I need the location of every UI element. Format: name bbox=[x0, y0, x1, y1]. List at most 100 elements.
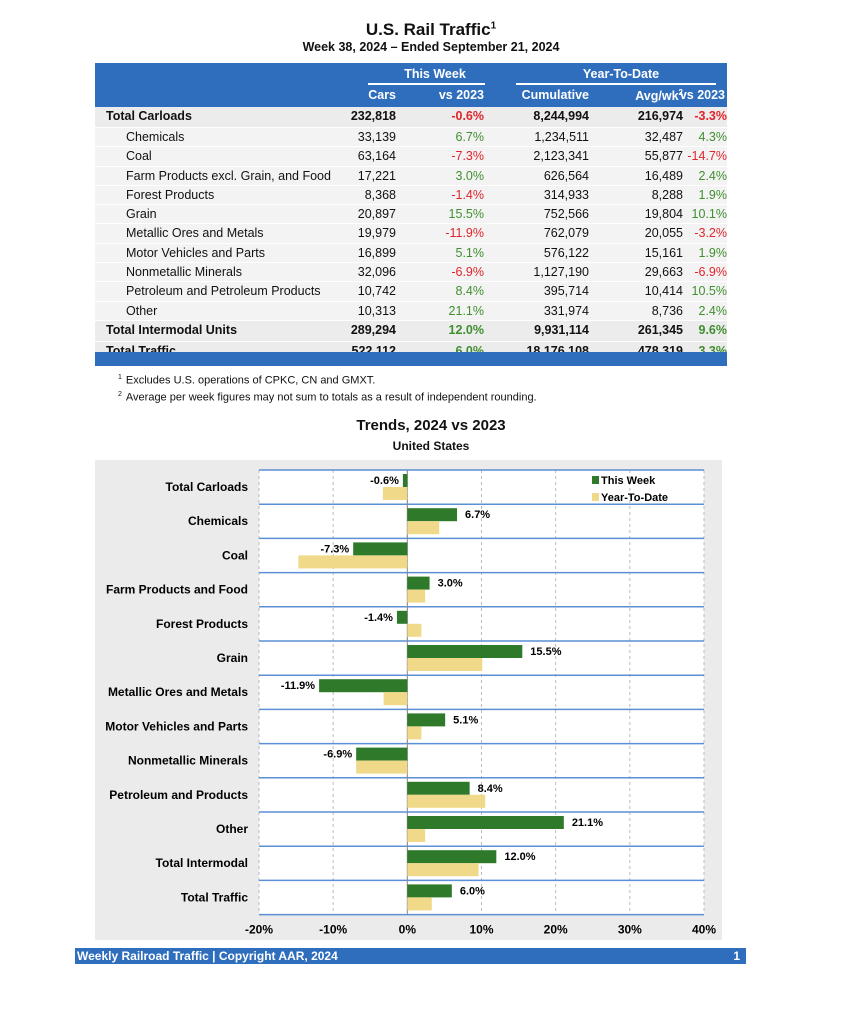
avg-footnote-mark: 2 bbox=[678, 88, 683, 97]
cell-cumulative: 2,123,341 bbox=[533, 149, 589, 164]
category-label: Farm Products and Food bbox=[106, 583, 248, 597]
x-tick-label: 30% bbox=[618, 923, 642, 937]
legend-swatch-this-week bbox=[592, 476, 599, 484]
bar-this-week bbox=[407, 508, 458, 522]
data-label: 21.1% bbox=[572, 817, 603, 829]
cell-vs-2023: 12.0% bbox=[448, 322, 484, 337]
col-avgwk: Avg/wk2 bbox=[635, 88, 683, 103]
cell-vs-2023: 15.5% bbox=[448, 207, 484, 222]
bar-year-to-date bbox=[298, 555, 408, 569]
row-label: Coal bbox=[126, 149, 152, 164]
data-label: -6.9% bbox=[323, 749, 352, 761]
cell-cars: 10,313 bbox=[357, 303, 396, 318]
data-label: -1.4% bbox=[364, 612, 393, 624]
table-row: Coal 63,164 -7.3% 2,123,341 55,877 -14.7% bbox=[95, 147, 727, 167]
bar-year-to-date bbox=[407, 794, 486, 808]
cell-vs-2023: 9.6% bbox=[698, 322, 728, 337]
cell-cars: 16,899 bbox=[357, 245, 396, 260]
cell-cumulative: 8,244,994 bbox=[533, 109, 589, 123]
bar-year-to-date bbox=[407, 521, 440, 535]
category-label: Total Carloads bbox=[166, 480, 249, 494]
col-avgwk-text: Avg/wk bbox=[635, 89, 679, 104]
cell-vs-2023: 1.9% bbox=[698, 187, 728, 202]
bar-this-week bbox=[319, 679, 408, 693]
category-label: Total Traffic bbox=[181, 890, 248, 904]
cell-vs-2023: -11.9% bbox=[445, 226, 484, 241]
row-label: Forest Products bbox=[126, 187, 215, 202]
table-row: Farm Products excl. Grain, and Food 17,22… bbox=[95, 166, 727, 186]
bar-this-week bbox=[407, 713, 446, 727]
page-footer: Weekly Railroad Traffic | Copyright AAR,… bbox=[75, 948, 746, 964]
page-title-text: U.S. Rail Traffic bbox=[365, 20, 491, 39]
cell-avg-wk: 8,736 bbox=[651, 303, 683, 318]
cell-vs-2023: -14.7% bbox=[687, 149, 727, 164]
cell-cars: 63,164 bbox=[357, 149, 396, 164]
data-label: 15.5% bbox=[530, 646, 561, 658]
cell-cars: 232,818 bbox=[350, 109, 396, 123]
cell-cars: 289,294 bbox=[350, 322, 396, 337]
data-label: 8.4% bbox=[478, 783, 503, 795]
page-subtitle: Week 38, 2024 – Ended September 21, 2024 bbox=[302, 40, 560, 54]
col-ytd-vs2023: vs 2023 bbox=[679, 88, 725, 102]
cell-avg-wk: 32,487 bbox=[644, 130, 683, 144]
col-cars: Cars bbox=[368, 88, 396, 102]
title-footnote-mark: 1 bbox=[490, 20, 497, 32]
col-vs2023: vs 2023 bbox=[438, 88, 484, 102]
data-label: -7.3% bbox=[320, 543, 349, 555]
legend-swatch-ytd bbox=[592, 493, 599, 501]
table-row: Motor Vehicles and Parts 16,899 5.1% 576,12… bbox=[95, 243, 727, 264]
table-row: Petroleum and Petroleum Products 10,742 8.… bbox=[95, 282, 727, 302]
cell-avg-wk: 10,414 bbox=[644, 284, 683, 299]
cell-cumulative: 762,079 bbox=[543, 226, 589, 241]
cell-cars: 33,139 bbox=[357, 130, 396, 144]
row-label: Total Carloads bbox=[106, 109, 192, 123]
bar-this-week bbox=[407, 816, 564, 829]
table-row: Metallic Ores and Metals 19,979 -11.9% 762,… bbox=[95, 224, 727, 244]
x-tick-label: 10% bbox=[469, 923, 493, 937]
table-row: Grain 20,897 15.5% 752,566 19,804 10.1% bbox=[95, 205, 727, 225]
table-row: Nonmetallic Minerals 32,096 -6.9% 1,127,190… bbox=[95, 263, 727, 283]
bar-year-to-date bbox=[407, 623, 422, 637]
cell-vs-2023: -1.4% bbox=[451, 187, 484, 202]
cell-vs-2023: -6.9% bbox=[451, 265, 484, 280]
footnote-mark: 1 bbox=[118, 374, 122, 381]
cell-cumulative: 9,931,114 bbox=[534, 322, 589, 337]
bar-year-to-date bbox=[382, 487, 408, 500]
cell-avg-wk: 16,489 bbox=[644, 168, 683, 183]
legend-this-week: This Week bbox=[601, 475, 656, 487]
footnote-2: 2 Average per week figures may not sum to… bbox=[118, 391, 537, 404]
category-label: Motor Vehicles and Parts bbox=[105, 719, 248, 733]
bar-year-to-date bbox=[407, 897, 432, 911]
table-row: Forest Products 8,368 -1.4% 314,933 8,288 1.9… bbox=[95, 185, 728, 206]
cell-cumulative: 331,974 bbox=[543, 303, 589, 318]
cell-cumulative: 1,127,190 bbox=[533, 265, 589, 280]
category-label: Other bbox=[216, 822, 248, 836]
x-tick-label: 20% bbox=[544, 923, 568, 937]
x-tick-label: 40% bbox=[692, 923, 716, 937]
table-footer-bar bbox=[95, 352, 727, 366]
cell-vs-2023: 10.1% bbox=[691, 207, 727, 222]
table-row: Total Intermodal Units 289,294 12.0% 9,931,… bbox=[95, 320, 728, 342]
group-ytd: Year-To-Date bbox=[582, 67, 660, 81]
cell-avg-wk: 15,161 bbox=[644, 245, 683, 260]
footnote-mark: 2 bbox=[118, 391, 122, 398]
footnote-text: Excludes U.S. operations of CPKC, CN and… bbox=[125, 374, 376, 387]
cell-vs-2023: 5.1% bbox=[455, 245, 485, 260]
category-label: Total Intermodal bbox=[156, 856, 248, 870]
x-tick-label: -20% bbox=[245, 923, 273, 937]
bar-this-week bbox=[353, 542, 408, 556]
category-label: Coal bbox=[222, 548, 248, 562]
category-label: Nonmetallic Minerals bbox=[128, 754, 248, 768]
cell-cumulative: 395,714 bbox=[543, 284, 589, 299]
bar-year-to-date bbox=[407, 829, 426, 842]
cell-cumulative: 576,122 bbox=[543, 245, 589, 260]
category-label: Petroleum and Products bbox=[109, 788, 248, 802]
data-label: 5.1% bbox=[453, 714, 478, 726]
row-label: Metallic Ores and Metals bbox=[126, 226, 264, 241]
cell-vs-2023: -0.6% bbox=[451, 109, 484, 123]
table-row: Chemicals 33,139 6.7% 1,234,511 32,487 4.3% bbox=[95, 128, 727, 148]
cell-vs-2023: -3.2% bbox=[694, 226, 727, 241]
table-row: Other 10,313 21.1% 331,974 8,736 2.4% bbox=[95, 301, 727, 321]
data-label: 6.7% bbox=[465, 509, 490, 521]
